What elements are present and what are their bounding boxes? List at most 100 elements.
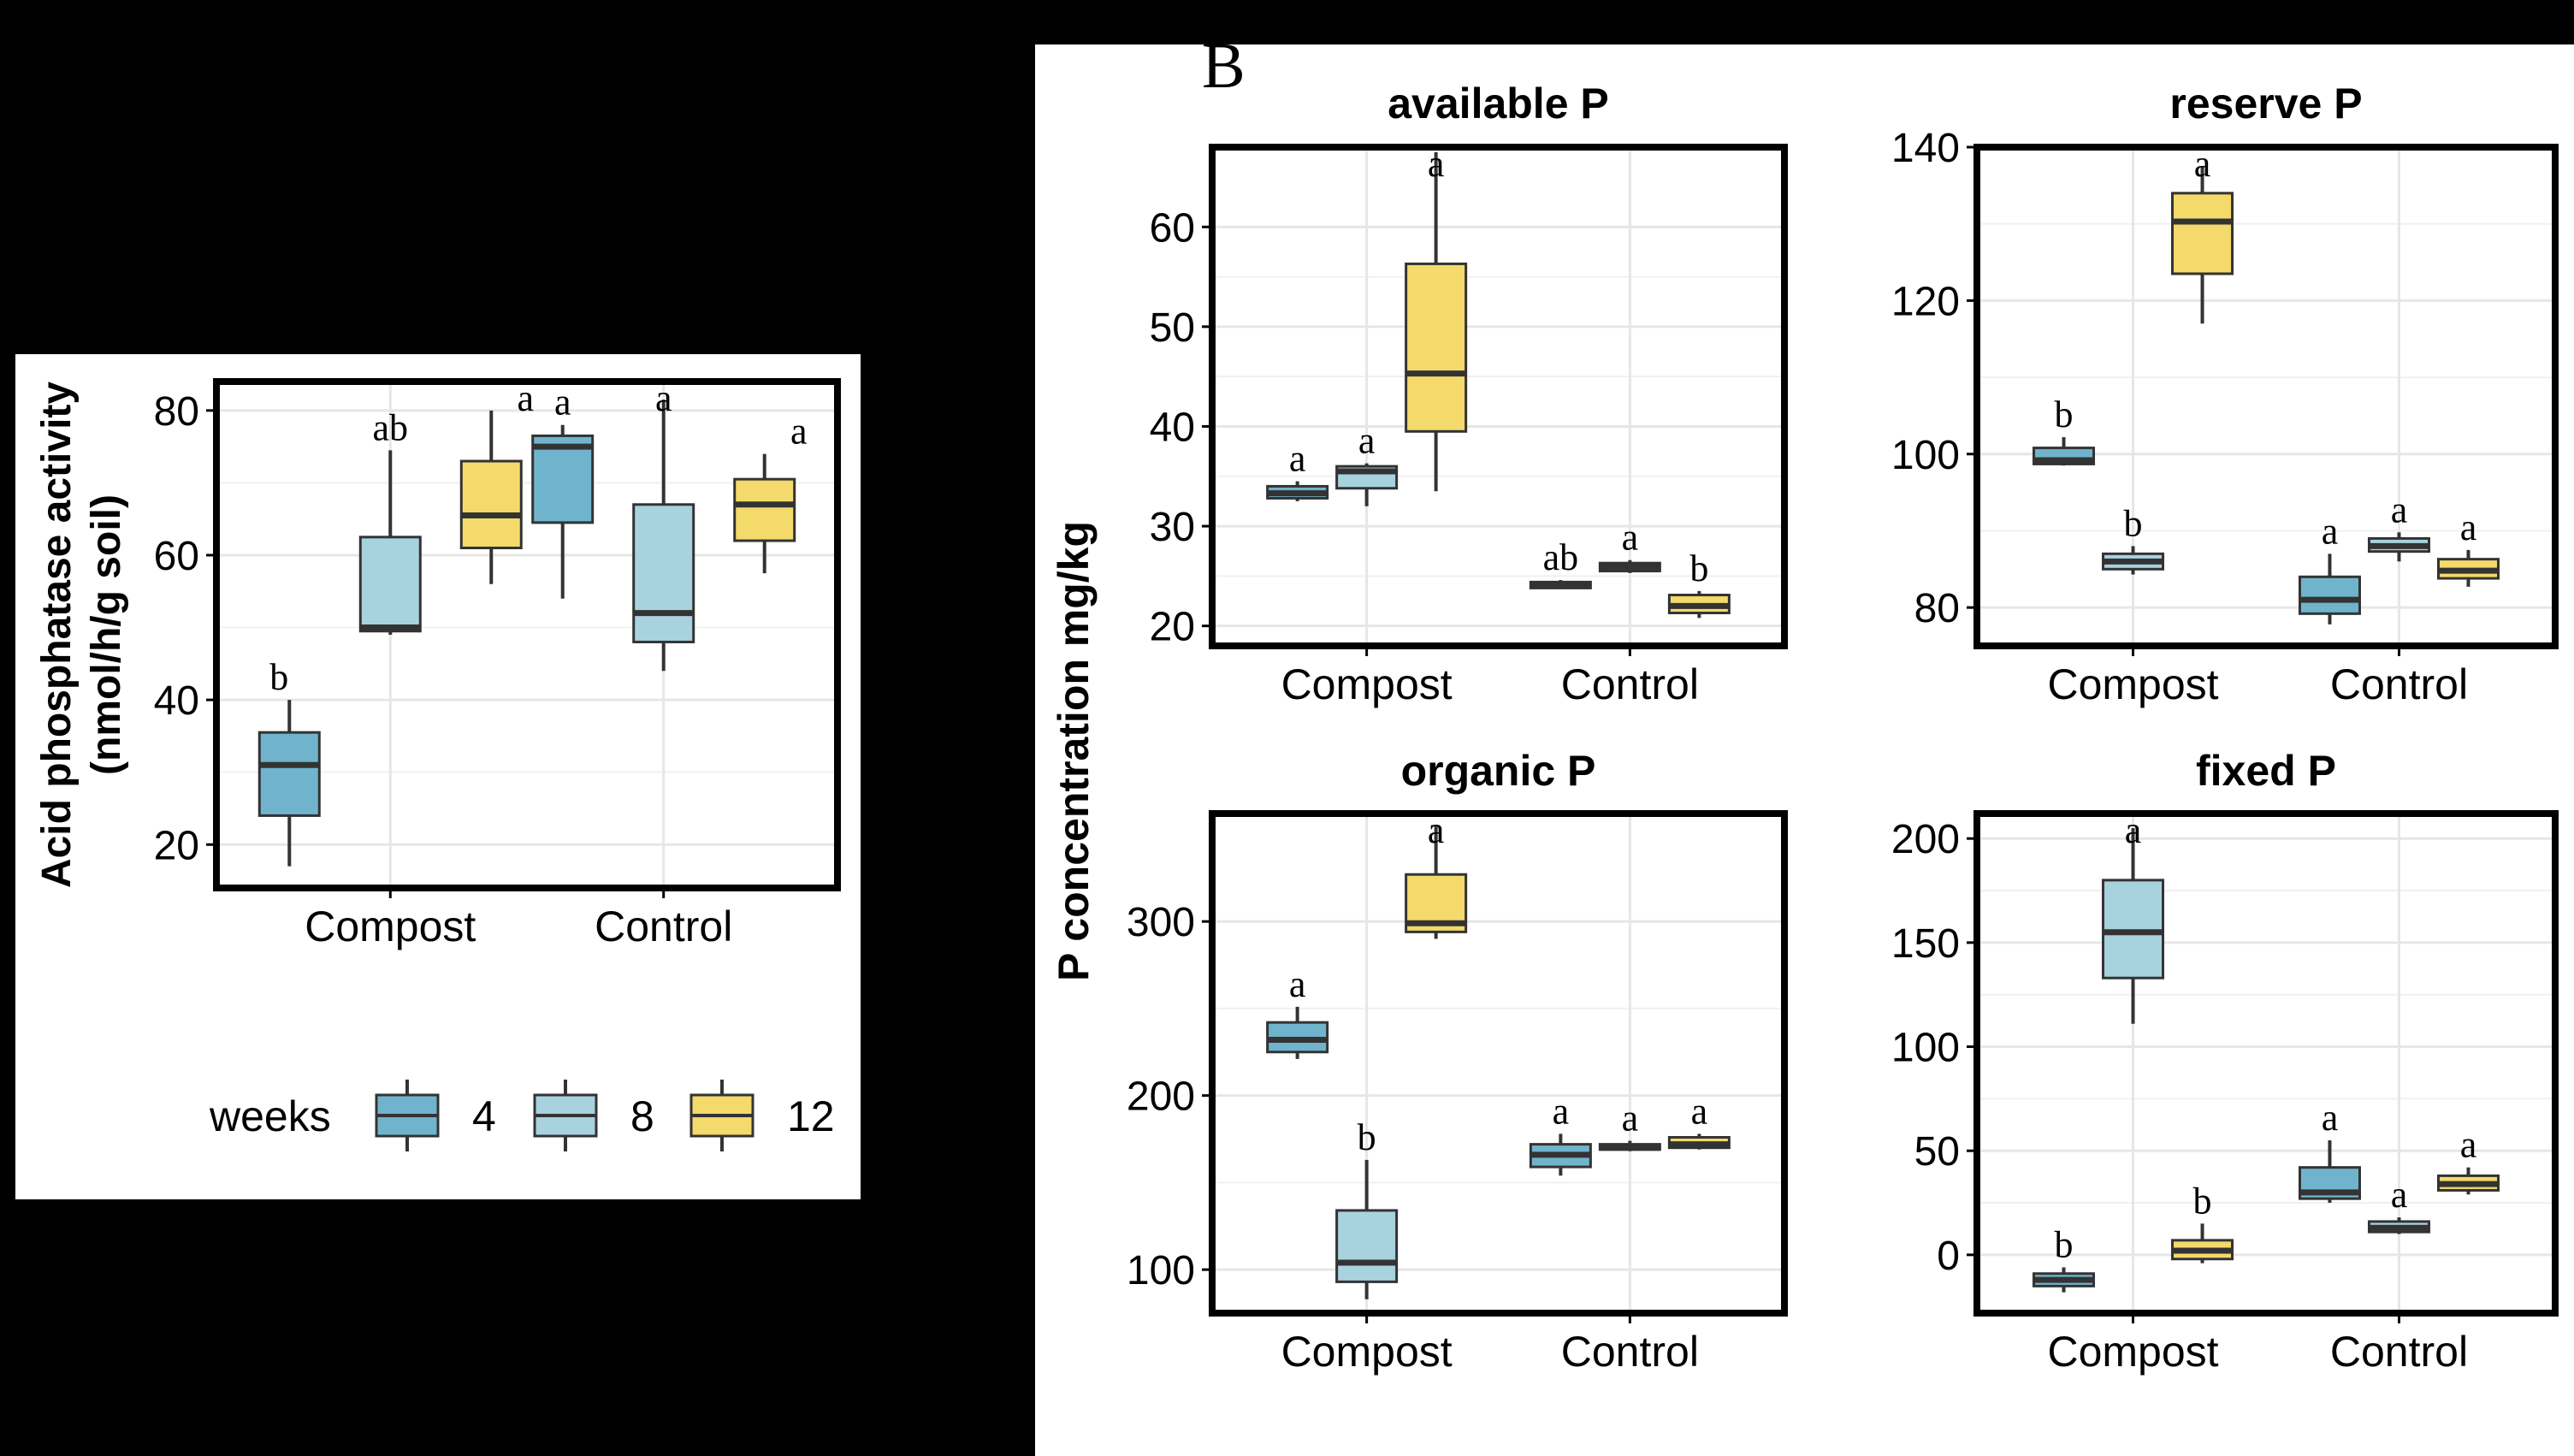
plot-area: [1977, 814, 2555, 1313]
box-compost-week-12: a: [459, 377, 535, 584]
significance-letter: a: [2391, 1174, 2408, 1216]
y-tick-label: 200: [1891, 817, 1960, 862]
significance-letter: a: [1289, 963, 1306, 1005]
box-compost-week-4: a: [1266, 438, 1329, 501]
panel-reserve: 80 100 120 140 Compost Control b b a a a a reserve P: [1891, 80, 2559, 708]
x-tick-label: Compost: [305, 903, 476, 950]
x-tick-label: Control: [2330, 660, 2468, 708]
significance-letter: a: [2125, 809, 2142, 851]
box-control-week-8: a: [632, 377, 695, 672]
significance-letter: a: [2322, 510, 2339, 552]
panel-b-y-axis-label: P concentration mg/kg: [1050, 521, 1098, 981]
x-tick-label: Compost: [1281, 660, 1453, 708]
significance-letter: b: [2193, 1180, 2212, 1222]
box-compost-week-12: b: [2171, 1180, 2234, 1264]
x-tick-label: Compost: [2047, 660, 2218, 708]
panel-b-label: B: [1202, 30, 1246, 102]
x-tick-label: Control: [595, 903, 732, 950]
x-tick-label: Compost: [1281, 1328, 1453, 1376]
panel-title: organic P: [1401, 747, 1596, 795]
box-control-week-4: a: [1529, 1090, 1592, 1176]
panel-organic: 100 200 300 Compost Control a b a a a a organic P: [1127, 747, 1788, 1376]
plot-area: [1212, 814, 1784, 1313]
significance-letter: a: [554, 382, 571, 423]
plot-frame: [1209, 810, 1788, 1317]
y-tick-label: 0: [1937, 1234, 1960, 1279]
box: [459, 459, 523, 550]
box-compost-week-8: a: [1335, 420, 1399, 506]
legend-item-week-4: 4: [375, 1080, 496, 1151]
y-tick-label: 200: [1127, 1074, 1195, 1120]
significance-letter: a: [1553, 1090, 1570, 1132]
legend-item-week-12: 12: [689, 1080, 835, 1151]
box-control-week-12: a: [2436, 1124, 2500, 1195]
y-tick-label: 80: [154, 389, 199, 435]
significance-letter: b: [2124, 502, 2143, 544]
box-control-week-4: ab: [1529, 536, 1592, 589]
y-tick-label: 50: [1914, 1129, 1960, 1175]
box-control-week-8: a: [1598, 517, 1661, 573]
box-compost-week-8: a: [2102, 809, 2165, 1024]
box: [358, 536, 422, 633]
box: [632, 503, 695, 643]
significance-letter: b: [1358, 1116, 1376, 1158]
box-compost-week-12: a: [2171, 143, 2234, 324]
panel-title: reserve P: [2169, 80, 2362, 127]
box-compost-week-8: b: [2102, 502, 2165, 575]
box: [1335, 1209, 1399, 1283]
box-compost-week-4: a: [1266, 963, 1329, 1059]
panel-title: available P: [1388, 80, 1609, 127]
box: [2298, 575, 2361, 615]
box: [531, 434, 595, 524]
x-tick-label: Control: [2330, 1328, 2468, 1376]
significance-letter: a: [2460, 506, 2477, 548]
y-tick-label: 60: [1150, 205, 1195, 251]
significance-letter: a: [2460, 1124, 2477, 1166]
significance-letter: a: [1691, 1090, 1708, 1132]
significance-letter: ab: [373, 406, 409, 448]
box-control-week-12: a: [1667, 1090, 1731, 1150]
y-tick-label: 100: [1891, 433, 1960, 478]
box-control-week-8: a: [1598, 1098, 1661, 1151]
y-tick-label: 60: [154, 534, 199, 579]
significance-letter: b: [269, 656, 288, 698]
plot-frame: [1973, 810, 2559, 1317]
significance-letter: a: [518, 377, 535, 419]
box-control-week-8: a: [2367, 1174, 2430, 1234]
significance-letter: a: [1622, 1098, 1639, 1139]
significance-letter: a: [655, 377, 672, 419]
legend-label: 12: [787, 1092, 835, 1140]
y-tick-label: 300: [1127, 900, 1195, 945]
y-tick-label: 20: [154, 823, 199, 868]
y-tick-label: 80: [1914, 586, 1960, 631]
y-tick-label: 40: [154, 678, 199, 724]
box: [1405, 262, 1468, 433]
plot-area: [1212, 147, 1784, 646]
y-tick-label: 50: [1150, 305, 1195, 351]
significance-letter: a: [2391, 488, 2408, 530]
legend-title: weeks: [209, 1092, 331, 1140]
y-tick-label: 140: [1891, 126, 1960, 171]
box-compost-week-8: ab: [358, 406, 422, 635]
significance-letter: a: [1358, 420, 1376, 462]
box-compost-week-4: b: [2033, 1223, 2096, 1293]
significance-letter: b: [2055, 394, 2074, 435]
box: [2102, 879, 2165, 980]
box: [2171, 192, 2234, 275]
box-control-week-12: b: [1667, 547, 1731, 619]
significance-letter: ab: [1543, 536, 1579, 578]
box: [733, 477, 796, 542]
x-tick-label: Compost: [2047, 1328, 2218, 1376]
plot-frame: [213, 378, 841, 891]
box-control-week-4: a: [2298, 510, 2361, 624]
box-control-week-12: a: [2436, 506, 2500, 587]
box-compost-week-4: b: [2033, 394, 2096, 466]
box: [257, 731, 321, 817]
box-control-week-4: a: [531, 382, 595, 599]
significance-letter: a: [790, 411, 808, 453]
y-axis-label: Acid phosphatase activity: [34, 382, 80, 888]
significance-letter: b: [2055, 1223, 2074, 1265]
